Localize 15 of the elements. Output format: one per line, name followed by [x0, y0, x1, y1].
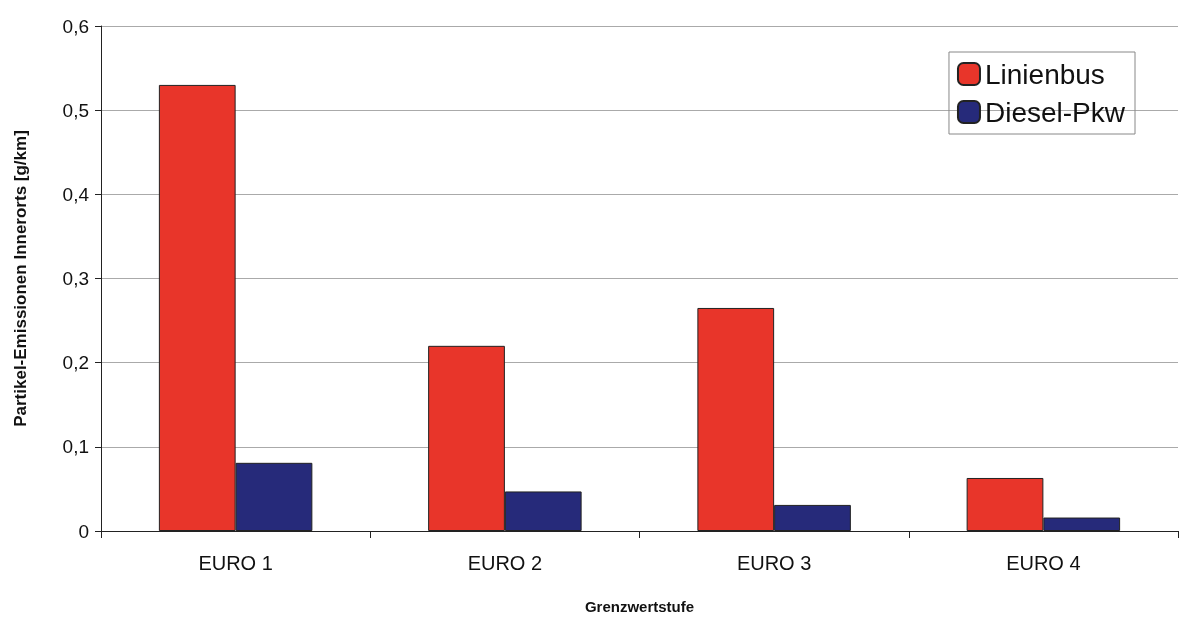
y-tick-label: 0: [78, 520, 89, 542]
x-tick-label: EURO 3: [736, 552, 812, 574]
y-tick-label: 0,2: [62, 352, 89, 374]
x-tick-label: EURO 2: [467, 552, 543, 574]
x-axis-title: Grenzwertstufe: [584, 598, 695, 615]
x-tick-label: EURO 4: [1006, 552, 1081, 574]
y-tick-label: 0,3: [62, 268, 89, 289]
y-tick-label: 0,6: [62, 15, 89, 37]
x-tick-label: EURO 1: [198, 552, 273, 574]
y-axis-title: Partikel-Emissionen Innerorts [g/km]: [11, 130, 30, 427]
y-tick-label: 0,4: [62, 183, 90, 205]
y-tick-label: 0,1: [62, 436, 89, 458]
legend-label: Linienbus: [984, 58, 1105, 90]
legend-label: Diesel-Pkw: [984, 96, 1126, 128]
y-tick-label: 0,5: [62, 99, 89, 121]
